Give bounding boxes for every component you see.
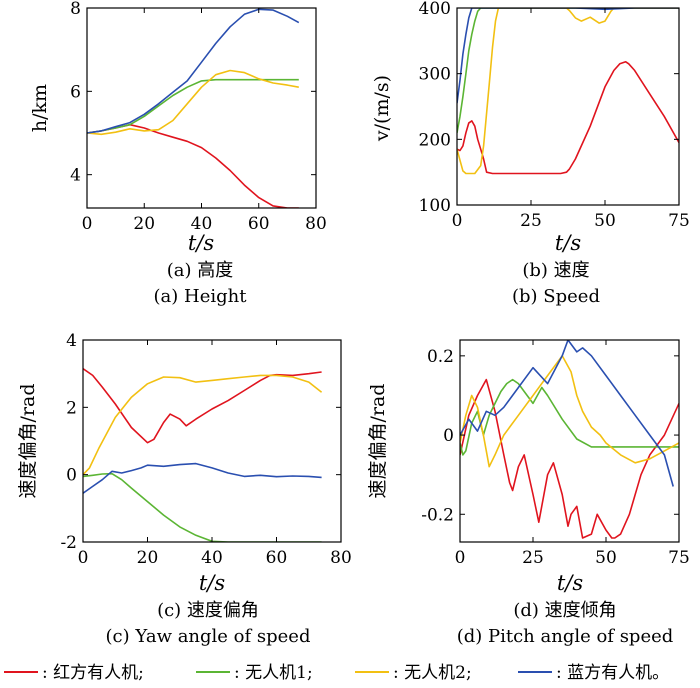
series-line-blue — [460, 340, 674, 487]
x-tick-label: 75 — [668, 548, 690, 568]
plot-frame — [82, 339, 342, 543]
caption-d-en: (d) Pitch angle of speed — [457, 626, 674, 647]
caption-d-cn: (d) 速度倾角 — [513, 600, 616, 621]
x-tick-label: 0 — [452, 211, 463, 231]
plot-frame — [86, 7, 317, 209]
x-tick-label: 80 — [330, 548, 352, 568]
legend-label-red: : 红方有人机; — [42, 663, 144, 683]
x-tick-label: 40 — [201, 548, 223, 568]
x-axis-label: t/s — [557, 571, 584, 595]
series-line-red — [83, 367, 322, 444]
caption-c-en: (c) Yaw angle of speed — [106, 626, 311, 647]
caption-b-en: (b) Speed — [512, 286, 600, 307]
x-tick-label: 60 — [266, 548, 288, 568]
y-tick-label: -2 — [60, 533, 77, 553]
y-axis-label: h/km — [29, 84, 51, 132]
series-line-yellow — [83, 374, 323, 476]
y-tick-label: 0 — [66, 466, 77, 486]
legend: : 红方有人机; : 无人机1; : 无人机2; : 蓝方有人机。 — [4, 663, 669, 683]
caption-a-cn: (a) 高度 — [167, 260, 234, 281]
caption-b-cn: (b) 速度 — [522, 260, 589, 281]
chart-panel-a: 0 20 40 60 80 4 6 8 t/s h/km — [29, 0, 327, 255]
plot-frame — [456, 7, 680, 206]
x-tick-label: 25 — [520, 211, 542, 231]
x-tick-label: 50 — [594, 211, 616, 231]
y-tick-label: 6 — [70, 82, 81, 102]
x-tick-label: 75 — [668, 211, 690, 231]
y-tick-label: 0 — [443, 426, 454, 446]
y-tick-label: 0.2 — [427, 347, 454, 367]
series-line-yellow — [87, 69, 299, 136]
caption-a-en: (a) Height — [154, 286, 248, 307]
series-line-blue — [87, 8, 300, 134]
x-axis-label: t/s — [188, 231, 215, 255]
y-axis-label: 速度偏角/rad — [367, 384, 389, 499]
series-line-green — [460, 378, 679, 456]
series-line-yellow — [460, 354, 679, 468]
chart-panel-b: 0 25 50 75 100 200 300 400 t/s v/(m/s) — [371, 0, 690, 255]
y-tick-label: 100 — [419, 196, 451, 216]
x-tick-label: 25 — [522, 548, 544, 568]
y-tick-label: 2 — [66, 398, 77, 418]
x-tick-label: 0 — [455, 548, 466, 568]
series-line-red — [457, 60, 679, 175]
series-line-green — [87, 78, 299, 134]
series-line-green — [457, 8, 679, 133]
x-tick-label: 80 — [305, 214, 327, 234]
x-axis-label: t/s — [199, 571, 226, 595]
series-line-blue — [83, 462, 322, 494]
x-tick-label: 50 — [595, 548, 617, 568]
series-line-red — [87, 123, 299, 208]
y-tick-label: 200 — [419, 130, 451, 150]
y-tick-label: -0.2 — [421, 505, 454, 525]
series-line-red — [460, 378, 679, 539]
legend-label-yellow: : 无人机2; — [393, 663, 472, 683]
x-tick-label: 20 — [133, 214, 155, 234]
legend-label-green: : 无人机1; — [234, 663, 313, 683]
series-line-yellow — [457, 8, 679, 175]
x-tick-label: 20 — [137, 548, 159, 568]
x-tick-label: 40 — [191, 214, 213, 234]
x-tick-label: 60 — [248, 214, 270, 234]
x-tick-label: 0 — [78, 548, 89, 568]
y-axis-label: v/(m/s) — [371, 75, 393, 142]
chart-panel-d: 0 25 50 75 -0.2 0 0.2 t/s 速度偏角/rad — [367, 339, 690, 595]
caption-c-cn: (c) 速度偏角 — [157, 600, 259, 621]
series-line-green — [83, 472, 322, 542]
legend-label-blue: : 蓝方有人机。 — [556, 663, 669, 683]
y-axis-label: 速度偏角/rad — [17, 384, 39, 499]
y-tick-label: 400 — [419, 0, 451, 19]
x-tick-label: 0 — [82, 214, 93, 234]
y-tick-label: 4 — [70, 166, 81, 186]
x-axis-label: t/s — [555, 231, 582, 255]
plot-frame — [459, 339, 680, 543]
y-tick-label: 4 — [66, 331, 77, 351]
y-tick-label: 300 — [419, 65, 451, 85]
y-tick-label: 8 — [70, 0, 81, 19]
